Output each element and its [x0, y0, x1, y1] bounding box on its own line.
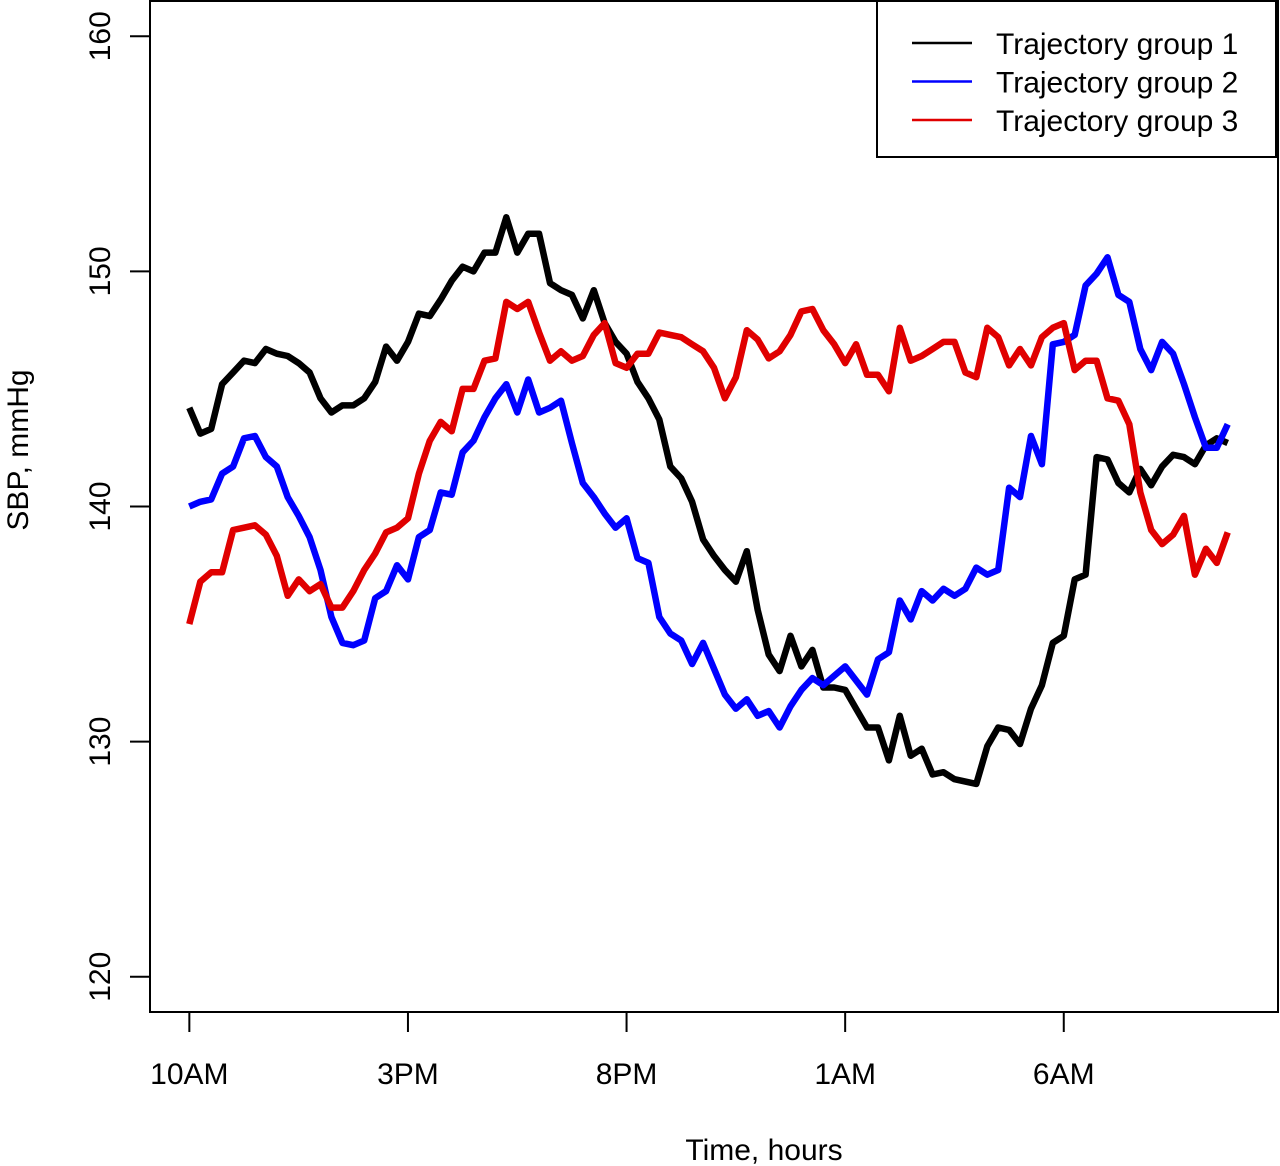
y-tick-label: 160	[84, 11, 117, 61]
x-tick-label: 10AM	[150, 1058, 228, 1091]
x-axis: 10AM 3PM 8PM 1AM 6AM	[150, 1011, 1095, 1091]
y-axis: 120 130 140 150 160	[84, 11, 151, 1002]
x-tick-label: 8PM	[596, 1058, 658, 1091]
x-axis-label: Time, hours	[685, 1134, 842, 1166]
series-line-group-1	[186, 214, 1229, 788]
y-tick-label: 140	[84, 481, 117, 531]
series-line-group-2	[188, 254, 1231, 731]
legend-box	[876, 0, 1277, 158]
series-layer	[186, 214, 1231, 788]
legend: Trajectory group 1 Trajectory group 2 Traj…	[876, 0, 1277, 158]
legend-label-group-3: Trajectory group 3	[996, 105, 1238, 138]
y-tick-label: 130	[84, 717, 117, 767]
y-tick-label: 150	[84, 246, 117, 296]
legend-label-group-2: Trajectory group 2	[996, 67, 1238, 100]
x-tick-label: 6AM	[1033, 1058, 1095, 1091]
series-line-group-3	[186, 298, 1231, 625]
legend-label-group-1: Trajectory group 1	[996, 28, 1238, 61]
x-tick-label: 1AM	[814, 1058, 876, 1091]
y-tick-label: 120	[84, 952, 117, 1002]
y-axis-label: SBP, mmHg	[2, 369, 35, 530]
x-tick-label: 3PM	[377, 1058, 439, 1091]
